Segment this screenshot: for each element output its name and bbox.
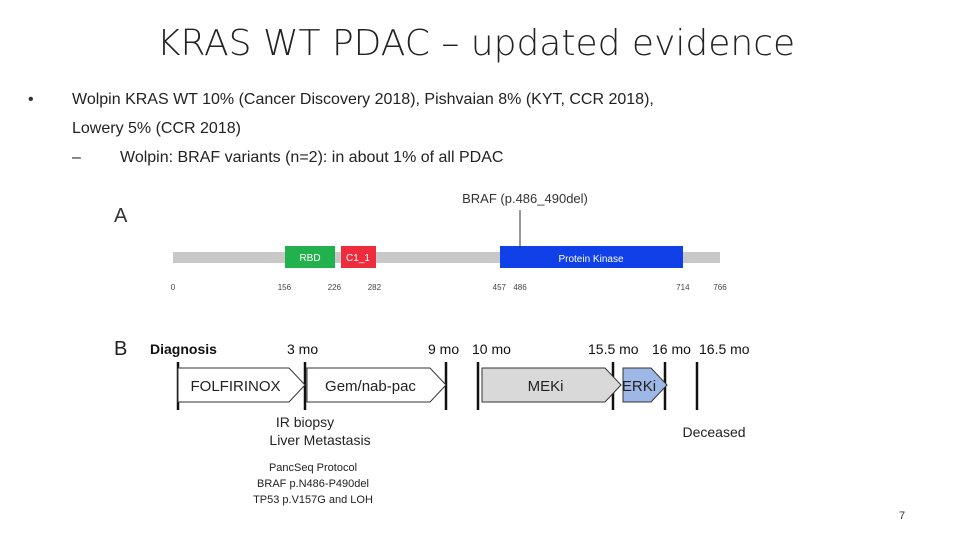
domain-box — [500, 246, 683, 268]
treatment-label: Gem/nab-pac — [325, 378, 416, 395]
domain-label: Protein Kinase — [558, 254, 623, 265]
sub-bullet-marker: – — [72, 149, 81, 166]
position-label: 486 — [513, 283, 527, 292]
treatment-arrow — [306, 367, 447, 403]
event-label: Deceased — [682, 424, 745, 440]
panel-label: B — [114, 338, 127, 360]
sub-bullet: Wolpin: BRAF variants (n=2): in about 1%… — [120, 149, 503, 166]
position-label: 714 — [676, 283, 690, 292]
bullet-line: Wolpin KRAS WT 10% (Cancer Discovery 201… — [72, 91, 654, 108]
treatment-label: MEKi — [528, 378, 564, 395]
note: TP53 p.V157G and LOH — [253, 494, 373, 506]
note: BRAF p.N486-P490del — [257, 478, 369, 490]
panel-label: A — [114, 205, 128, 227]
position-label: 156 — [278, 283, 292, 292]
timepoint-label: 3 mo — [287, 341, 318, 357]
position-label: 282 — [368, 283, 382, 292]
treatment-label: FOLFIRINOX — [190, 378, 280, 395]
position-label: 766 — [713, 283, 727, 292]
position-label: 0 — [171, 283, 176, 292]
bullet-marker: • — [28, 91, 34, 108]
treatment-arrow — [622, 367, 668, 403]
timepoint-label: 15.5 mo — [588, 341, 639, 357]
bullet-line: Lowery 5% (CCR 2018) — [72, 120, 241, 137]
event-label: IR biopsy — [276, 414, 334, 430]
treatment-arrow — [177, 367, 306, 403]
event-label: Liver Metastasis — [269, 432, 370, 448]
mutation-label: BRAF (p.486_490del) — [462, 191, 588, 206]
page-number: 7 — [899, 510, 905, 522]
treatment-arrow — [481, 367, 622, 403]
timepoint-label: 9 mo — [428, 341, 459, 357]
position-label: 457 — [493, 283, 507, 292]
timepoint-label: 10 mo — [472, 341, 511, 357]
domain-label: RBD — [299, 253, 320, 264]
timepoint-label: 16 mo — [652, 341, 691, 357]
domain-label: C1_1 — [346, 253, 370, 264]
timepoint-label: 16.5 mo — [699, 341, 750, 357]
position-label: 226 — [328, 283, 342, 292]
note: PancSeq Protocol — [269, 462, 357, 474]
domain-box — [341, 246, 376, 268]
treatment-label: ERKi — [622, 378, 656, 395]
slide-title: KRAS WT PDAC – updated evidence — [157, 23, 795, 64]
domain-box — [285, 246, 335, 268]
protein-track — [173, 252, 720, 263]
timepoint-label: Diagnosis — [150, 341, 217, 357]
